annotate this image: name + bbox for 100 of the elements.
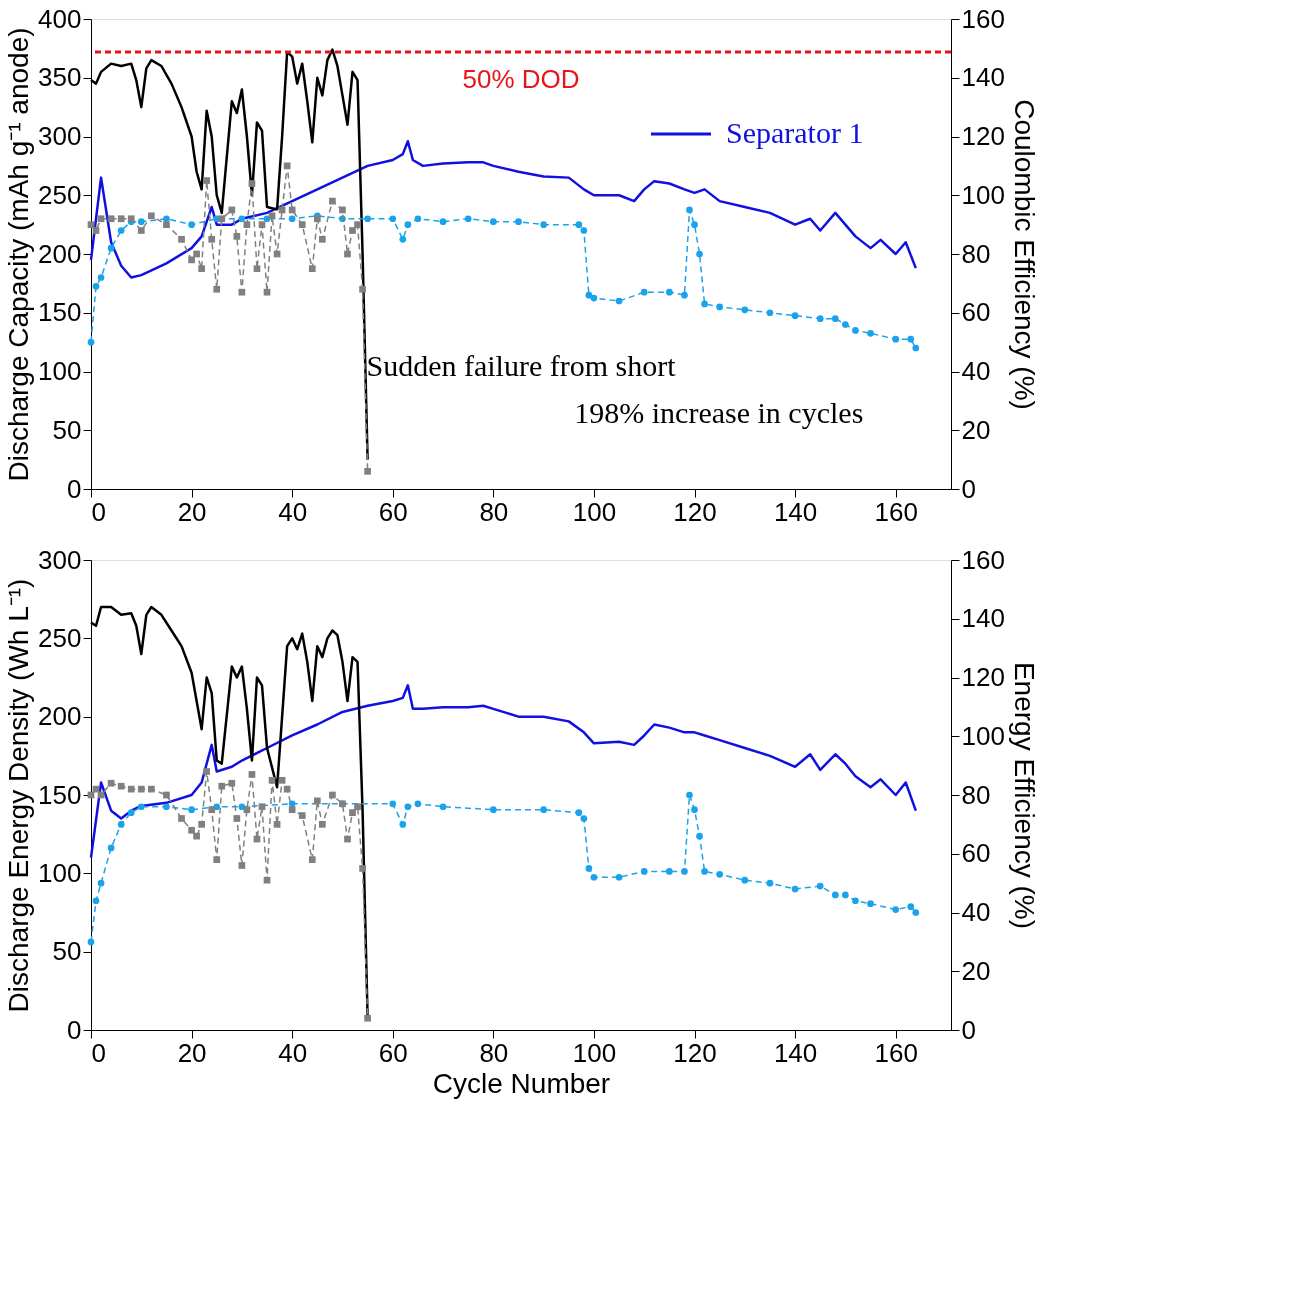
point (127, 785, 135, 793)
point (696, 250, 703, 258)
x-tick-label: 100 (572, 496, 617, 527)
point (313, 797, 321, 805)
point (188, 256, 195, 264)
y2-tick-label: 100 (961, 179, 1005, 210)
point (912, 344, 920, 352)
point (137, 227, 145, 234)
x-tick-label: 0 (91, 496, 106, 527)
y-tick-label: 200 (38, 701, 82, 732)
point (263, 288, 271, 296)
point (248, 180, 256, 187)
point (208, 806, 216, 814)
point (696, 832, 703, 840)
point (258, 803, 266, 811)
point (188, 221, 195, 228)
point (364, 468, 371, 475)
point (640, 868, 648, 875)
point (263, 876, 271, 884)
point (87, 221, 95, 228)
point (318, 235, 326, 243)
point (867, 329, 874, 337)
point (344, 835, 351, 843)
point (117, 227, 125, 234)
y-tick-label: 150 (38, 297, 82, 328)
point (681, 291, 688, 299)
point (233, 815, 241, 822)
point (912, 909, 920, 916)
point (213, 856, 221, 863)
x-tick-label: 100 (572, 1037, 617, 1068)
x-tick-label: 140 (773, 496, 818, 527)
y-tick-label: 100 (38, 857, 82, 888)
point (248, 771, 256, 778)
annotation: Sudden failure from short (366, 348, 677, 382)
point (92, 282, 100, 290)
x-tick-label: 120 (673, 496, 717, 527)
y2-axis-title: Energy Efficiency (%) (1008, 661, 1040, 930)
point (515, 218, 522, 226)
x-tick-label: 0 (91, 1037, 106, 1068)
point (288, 806, 296, 814)
y-tick-label: 300 (38, 544, 82, 575)
point (907, 903, 915, 910)
point (404, 803, 412, 811)
point (87, 338, 95, 346)
y-axis-title: Discharge Energy Density (Wh L⁻¹) (3, 578, 35, 1013)
point (92, 227, 100, 234)
point (831, 315, 839, 322)
y-tick-label: 400 (38, 3, 82, 34)
point (686, 206, 693, 214)
point (907, 335, 915, 343)
point (87, 938, 95, 946)
point (349, 809, 356, 816)
point (238, 215, 246, 223)
point (107, 844, 115, 852)
x-tick-label: 140 (773, 1037, 818, 1068)
point (575, 809, 583, 816)
x-tick-label: 60 (378, 496, 408, 527)
point (107, 779, 115, 787)
point (117, 215, 125, 223)
point (766, 309, 774, 317)
point (288, 206, 296, 214)
point (137, 803, 145, 811)
point (686, 791, 693, 799)
point (218, 215, 226, 223)
point (238, 862, 246, 869)
y2-tick-label: 20 (961, 955, 991, 986)
point (349, 227, 356, 234)
point (615, 873, 623, 881)
point (97, 274, 105, 281)
point (716, 870, 724, 878)
point (741, 876, 749, 884)
point (354, 221, 361, 228)
point (188, 826, 195, 834)
point (188, 806, 195, 814)
x-tick-label: 20 (177, 1037, 207, 1068)
point (439, 803, 447, 811)
point (193, 832, 200, 840)
point (163, 221, 170, 228)
point (489, 218, 497, 226)
point (288, 215, 296, 223)
point (580, 227, 588, 234)
y2-tick-label: 40 (961, 356, 991, 386)
point (399, 235, 407, 243)
point (489, 806, 497, 814)
x-tick-label: 120 (673, 1037, 717, 1068)
point (178, 815, 185, 822)
point (127, 809, 135, 816)
point (243, 806, 251, 814)
point (842, 891, 849, 899)
point (666, 868, 673, 875)
point (253, 265, 261, 273)
point (203, 768, 211, 775)
point (842, 321, 849, 328)
point (228, 206, 236, 214)
point (117, 782, 125, 790)
point (218, 782, 226, 790)
point (92, 897, 100, 905)
x-tick-label: 160 (874, 1037, 918, 1068)
point (258, 221, 266, 228)
point (540, 221, 547, 228)
